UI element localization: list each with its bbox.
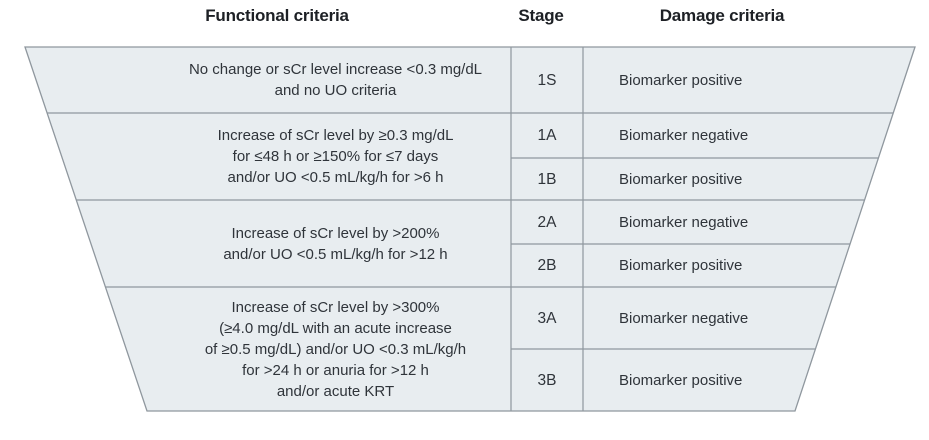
stage-cell-2b: 2B <box>537 257 557 274</box>
trapezoid-outline <box>24 46 916 412</box>
damage-cell-3a: Biomarker negative <box>619 309 749 327</box>
damage-cell-2b: Biomarker positive <box>619 257 743 274</box>
header-stage: Stage <box>518 6 564 25</box>
stage-cell-1b: 1B <box>537 170 557 188</box>
functional-cell-stage1: Increase of sCr level by ≥0.3 mg/dL for … <box>217 127 454 186</box>
header-functional-criteria: Functional criteria <box>205 6 349 25</box>
damage-cell-2a: Biomarker negative <box>619 213 749 231</box>
stage-cell-3b: 3B <box>537 371 557 389</box>
damage-cell-1s: Biomarker positive <box>619 71 743 89</box>
damage-cell-1b: Biomarker positive <box>619 170 743 188</box>
damage-cell-1a: Biomarker negative <box>619 127 749 144</box>
stage-cell-1s: 1S <box>537 71 557 89</box>
functional-cell-stage3: Increase of sCr level by >300% (≥4.0 mg/… <box>204 298 467 400</box>
stage-cell-2a: 2A <box>537 213 557 231</box>
functional-cell-stage1s: No change or sCr level increase <0.3 mg/… <box>188 61 483 99</box>
stage-cell-3a: 3A <box>537 309 557 327</box>
header-damage-criteria: Damage criteria <box>659 6 785 25</box>
functional-cell-stage2: Increase of sCr level by >200% and/or UO… <box>223 224 448 263</box>
stage-cell-1a: 1A <box>537 127 557 144</box>
damage-cell-3b: Biomarker positive <box>619 371 743 389</box>
